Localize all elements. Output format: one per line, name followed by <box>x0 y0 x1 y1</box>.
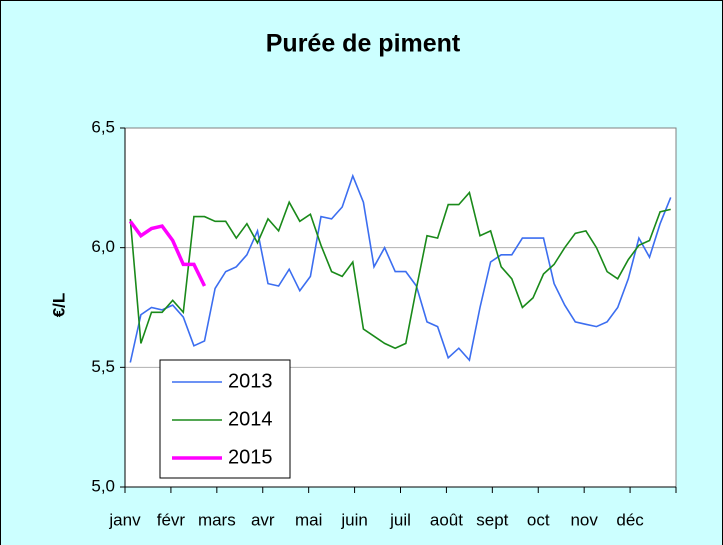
series-line <box>129 190 671 350</box>
legend-label: 2015 <box>228 446 273 468</box>
x-tick-label: févr <box>157 510 186 529</box>
x-tick-label: oct <box>527 510 550 529</box>
x-tick-label: sept <box>476 510 508 529</box>
x-tick-label: juil <box>389 510 411 529</box>
y-tick-label: 5,5 <box>91 357 115 376</box>
x-tick-label: avr <box>251 510 275 529</box>
x-tick-label: mai <box>295 510 322 529</box>
y-tick-label: 6,5 <box>91 117 115 136</box>
y-tick-label: 6,0 <box>91 237 115 256</box>
x-tick-label: mars <box>198 510 236 529</box>
y-tick-label: 5,0 <box>91 476 115 495</box>
x-tick-label: juin <box>340 510 367 529</box>
legend-label: 2014 <box>228 408 273 430</box>
chart-title: Purée de piment <box>266 30 461 58</box>
series-line <box>128 220 207 287</box>
y-axis-label: €/L <box>49 293 68 318</box>
x-tick-label: janv <box>108 510 141 529</box>
x-tick-label: déc <box>616 510 644 529</box>
legend-label: 2013 <box>228 370 273 392</box>
x-tick-label: nov <box>570 510 598 529</box>
series-line <box>129 173 672 363</box>
x-tick-label: août <box>430 510 463 529</box>
